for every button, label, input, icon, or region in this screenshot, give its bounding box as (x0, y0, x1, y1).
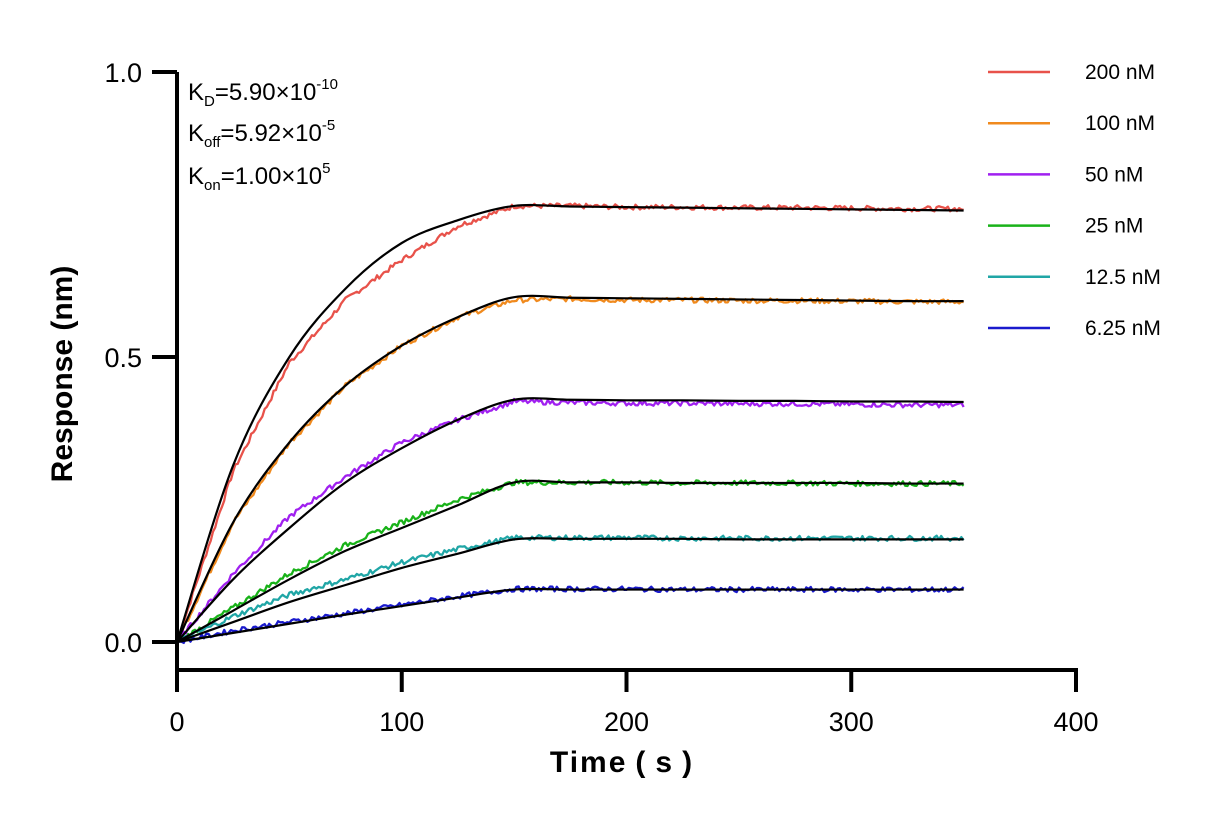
x-axis-title: Time ( s ) (550, 746, 694, 779)
fit-curve-4 (176, 537, 964, 644)
series-trace-3 (176, 478, 965, 643)
legend-label-1: 100 nM (1085, 112, 1155, 135)
plot-area (175, 202, 965, 645)
legend-label-4: 12.5 nM (1085, 266, 1161, 289)
legend-label-0: 200 nM (1085, 61, 1155, 84)
fit-curve-1 (176, 294, 964, 643)
x-tick-label-2: 200 (604, 707, 649, 737)
x-tick-label-0: 0 (169, 707, 184, 737)
legend: 200 nM 100 nM 50 nM 25 nM 12.5 nM 6.25 nM (988, 61, 1161, 340)
fit-curve-0 (175, 203, 964, 643)
koff-annotation: Koff=5.92×10-5 (188, 117, 335, 151)
y-axis-title: Response (nm) (46, 266, 79, 483)
fit-curve-2 (176, 397, 964, 643)
y-tick-label-0: 0.0 (104, 628, 142, 658)
legend-label-3: 25 nM (1085, 215, 1143, 238)
y-tick-label-2: 1.0 (104, 58, 142, 88)
legend-label-5: 6.25 nM (1085, 317, 1161, 340)
y-tick-label-1: 0.5 (104, 343, 142, 373)
x-tick-label-3: 300 (829, 707, 874, 737)
axes (175, 72, 1078, 672)
kd-annotation: KD=5.90×10-10 (188, 76, 338, 110)
legend-label-2: 50 nM (1085, 163, 1143, 186)
axis-ticks: 0 100 200 300 400 0.0 0.5 1.0 (104, 58, 1098, 737)
x-tick-label-1: 100 (379, 707, 424, 737)
fit-curve-3 (176, 479, 964, 643)
x-tick-label-4: 400 (1053, 707, 1098, 737)
kon-annotation: Kon=1.00×105 (188, 160, 330, 194)
fit-curve-5 (176, 587, 964, 644)
kinetic-constants: KD=5.90×10-10 Koff=5.92×10-5 Kon=1.00×10… (188, 76, 338, 194)
